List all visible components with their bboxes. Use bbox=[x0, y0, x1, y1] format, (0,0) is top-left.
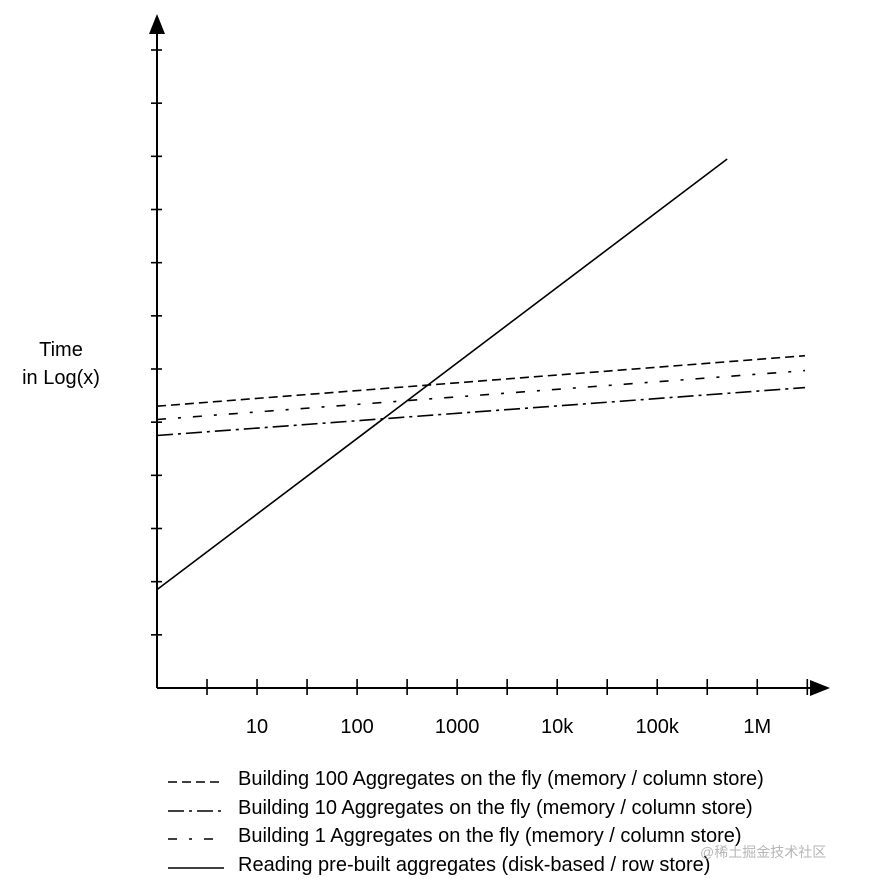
watermark: @稀土掘金技术社区 bbox=[700, 844, 827, 860]
x-axis-arrow bbox=[810, 680, 830, 696]
x-tick-label: 10k bbox=[541, 716, 574, 738]
x-tick-label: 100 bbox=[340, 716, 373, 738]
series-line-dashdotsparse bbox=[156, 369, 806, 421]
series-lines bbox=[156, 158, 806, 591]
series-line-dashdot bbox=[156, 386, 806, 437]
legend-label: Building 10 Aggregates on the fly (memor… bbox=[238, 796, 753, 819]
legend-sample-solid bbox=[168, 866, 224, 869]
series-line-dashed bbox=[156, 354, 806, 407]
x-tick-label: 1000 bbox=[435, 716, 480, 738]
legend-label: Building 1 Aggregates on the fly (memory… bbox=[238, 825, 742, 847]
legend-sample-dashdot-sparse bbox=[168, 838, 224, 840]
legend-label: Reading pre-built aggregates (disk-based… bbox=[238, 853, 711, 876]
y-axis-label: Time in Log(x) bbox=[10, 336, 112, 392]
y-axis-label-line-1: Time bbox=[39, 339, 83, 361]
series-line-solid bbox=[156, 158, 728, 591]
legend-sample-dashed bbox=[168, 781, 224, 783]
x-ticks: 10 100 1000 10k 100k 1M bbox=[206, 679, 809, 738]
x-tick-label: 100k bbox=[636, 716, 680, 738]
legend-sample-dashdot bbox=[168, 809, 224, 812]
x-tick-label: 1M bbox=[743, 716, 771, 738]
y-axis-label-line-2: in Log(x) bbox=[22, 367, 100, 389]
y-ticks bbox=[151, 49, 162, 636]
legend-label: Building 100 Aggregates on the fly (memo… bbox=[238, 768, 764, 790]
x-tick-label: 10 bbox=[246, 716, 268, 738]
y-axis-arrow bbox=[149, 14, 165, 34]
